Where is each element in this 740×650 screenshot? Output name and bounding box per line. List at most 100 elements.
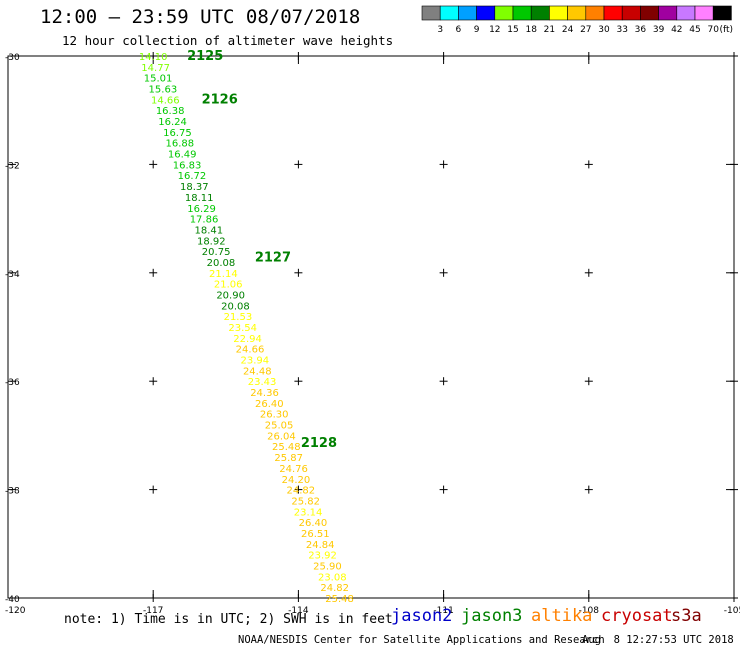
pass-time-label: 2127 bbox=[255, 251, 291, 266]
legend-swatch bbox=[549, 5, 568, 21]
legend-swatch bbox=[712, 5, 732, 21]
swh-value: 18.92 bbox=[197, 236, 226, 247]
swh-value: 23.94 bbox=[241, 356, 270, 367]
legend-swatch bbox=[694, 5, 714, 21]
swh-value: 24.76 bbox=[279, 464, 308, 475]
chart-subtitle: 12 hour collection of altimeter wave hei… bbox=[62, 33, 394, 48]
y-tick-label: -32 bbox=[5, 161, 20, 171]
swh-value: 21.14 bbox=[209, 269, 238, 280]
legend-swatch bbox=[439, 5, 459, 21]
legend-label: 42 bbox=[671, 25, 682, 35]
y-tick-label: -40 bbox=[5, 595, 20, 605]
pass-time-label: 2126 bbox=[202, 92, 238, 107]
legend-swatch bbox=[585, 5, 605, 21]
swh-value: 21.53 bbox=[224, 312, 253, 323]
swh-value: 16.29 bbox=[187, 204, 216, 215]
satellite-label-altika: altika bbox=[531, 606, 593, 626]
footer-credit: NOAA/NESDIS Center for Satellite Applica… bbox=[238, 634, 605, 646]
y-tick-label: -30 bbox=[5, 53, 20, 63]
swh-value: 18.41 bbox=[195, 225, 224, 236]
swh-value: 25.87 bbox=[274, 453, 303, 464]
swh-value: 16.88 bbox=[165, 139, 194, 150]
swh-value: 24.20 bbox=[282, 475, 311, 486]
plot-frame bbox=[7, 55, 735, 599]
swh-value: 15.63 bbox=[149, 85, 178, 96]
swh-value: 26.40 bbox=[255, 399, 284, 410]
legend-label: 15 bbox=[507, 25, 518, 35]
swh-value: 17.86 bbox=[190, 215, 219, 226]
legend-label: 18 bbox=[525, 25, 537, 35]
pass-time-label: 2125 bbox=[187, 49, 223, 64]
legend-label: 24 bbox=[562, 25, 574, 35]
legend-swatch bbox=[621, 5, 641, 21]
legend-label: 6 bbox=[456, 25, 462, 35]
swh-value: 20.75 bbox=[202, 247, 231, 258]
swh-value: 26.40 bbox=[299, 518, 328, 529]
swh-value: 20.90 bbox=[216, 290, 245, 301]
swh-value: 14.66 bbox=[151, 95, 180, 106]
legend-swatch bbox=[603, 5, 623, 21]
swh-value: 16.72 bbox=[178, 171, 207, 182]
y-tick-label: -38 bbox=[5, 487, 20, 497]
x-tick-label: -105 bbox=[724, 606, 740, 616]
legend-label: 45 bbox=[689, 25, 700, 35]
legend-swatch bbox=[476, 5, 496, 21]
swh-value: 20.08 bbox=[221, 301, 250, 312]
swh-value: 23.08 bbox=[318, 572, 347, 583]
satellite-label-jason2: jason2 bbox=[391, 606, 453, 626]
swh-value: 25.90 bbox=[313, 561, 342, 572]
x-tick-label: -114 bbox=[288, 606, 309, 616]
swh-value: 16.75 bbox=[163, 128, 192, 139]
swh-value: 24.36 bbox=[250, 388, 279, 399]
legend-swatch bbox=[676, 5, 696, 21]
swh-value: 14.77 bbox=[141, 63, 170, 74]
chart-axes: -30 -32 -34 -36 -38 -40 -117 -114 -111 -108 -105 -1… bbox=[5, 52, 740, 616]
swh-value: 24.82 bbox=[320, 583, 349, 594]
legend-label: 36 bbox=[635, 25, 647, 35]
color-legend: 3 6 9 12 15 18 21 24 27 30 33 36 39 42 45 70 (ft) bbox=[421, 5, 733, 35]
legend-label: 30 bbox=[598, 25, 610, 35]
swh-value: 25.05 bbox=[265, 421, 294, 432]
legend-label: 27 bbox=[580, 25, 591, 35]
legend-swatch bbox=[567, 5, 587, 21]
swh-value: 23.43 bbox=[248, 377, 277, 388]
swh-value: 24.48 bbox=[243, 366, 272, 377]
swh-value: 18.37 bbox=[180, 182, 209, 193]
y-tick-label: -34 bbox=[5, 270, 20, 280]
satellite-label-s3a: s3a bbox=[671, 606, 702, 626]
swh-value: 21.06 bbox=[214, 280, 243, 291]
swh-value: 16.24 bbox=[158, 117, 187, 128]
legend-label: 70 bbox=[707, 25, 719, 35]
legend-swatch bbox=[640, 5, 659, 21]
swh-value: 16.38 bbox=[156, 106, 185, 117]
swh-value: 20.08 bbox=[207, 258, 236, 269]
swh-value: 24.84 bbox=[306, 540, 335, 551]
legend-swatch bbox=[512, 5, 532, 21]
swh-value: 23.54 bbox=[228, 323, 257, 334]
swh-value: 24.66 bbox=[236, 345, 265, 356]
legend-swatch bbox=[658, 5, 678, 21]
swh-value: 16.49 bbox=[168, 150, 197, 161]
swh-value: 16.83 bbox=[173, 160, 202, 171]
legend-swatch bbox=[458, 5, 477, 21]
swh-value: 25.82 bbox=[291, 496, 320, 507]
swh-value: 18.11 bbox=[185, 193, 214, 204]
legend-label: 9 bbox=[474, 25, 480, 35]
swh-value: 26.04 bbox=[267, 431, 296, 442]
x-tick-label: -108 bbox=[579, 606, 600, 616]
legend-swatch bbox=[494, 5, 514, 21]
legend-unit: (ft) bbox=[719, 25, 733, 35]
satellite-label-jason3: jason3 bbox=[461, 606, 523, 626]
footer-timestamp: Aug 8 12:27:53 UTC 2018 bbox=[582, 634, 734, 646]
swh-value: 23.92 bbox=[308, 551, 337, 562]
swh-value: 26.30 bbox=[260, 410, 289, 421]
swh-value: 23.14 bbox=[294, 507, 323, 518]
legend-label: 33 bbox=[616, 25, 627, 35]
swh-value: 25.48 bbox=[272, 442, 301, 453]
pass-time-label: 2128 bbox=[301, 436, 337, 451]
y-tick-label: -36 bbox=[5, 378, 20, 388]
swh-value: 26.51 bbox=[301, 529, 330, 540]
chart-title: 12:00 – 23:59 UTC 08/07/2018 bbox=[40, 6, 361, 28]
satellite-label-cryosat: cryosat bbox=[601, 606, 673, 626]
